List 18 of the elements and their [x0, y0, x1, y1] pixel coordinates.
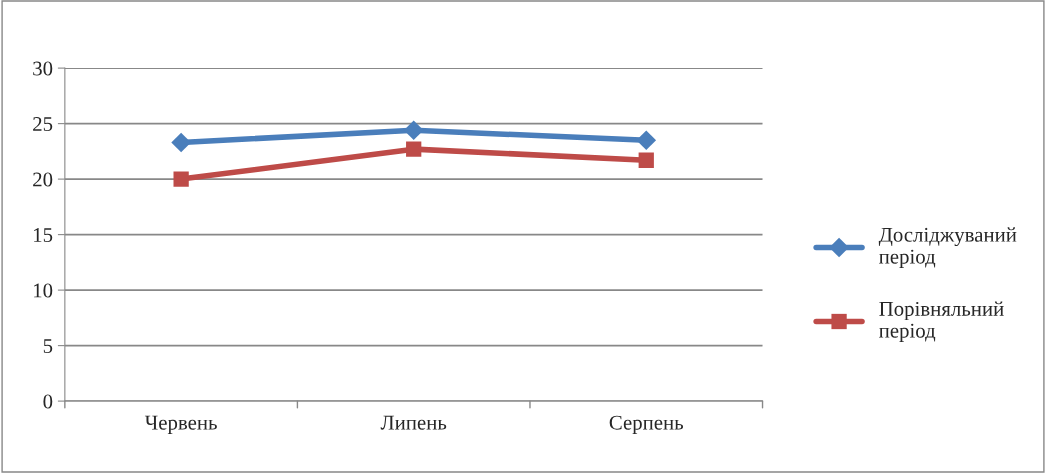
legend-label: Порівняльний період — [879, 301, 1004, 342]
point — [406, 141, 422, 157]
x-tick-label: Серпень — [609, 415, 684, 434]
x-tick-label: Липень — [380, 415, 447, 430]
y-tick-label: 25 — [33, 117, 53, 132]
legend-label: Досліджуваний період — [878, 227, 1017, 268]
y-tick-label: 20 — [33, 172, 53, 187]
y-tick-label: 0 — [43, 394, 53, 409]
y-tick-label: 5 — [43, 339, 53, 354]
x-tick-label: Червень — [144, 415, 217, 434]
point — [173, 171, 189, 187]
y-tick-label: 15 — [34, 228, 53, 243]
y-tick-label: 10 — [34, 283, 53, 298]
y-tick-label: 30 — [33, 61, 53, 76]
point — [171, 132, 191, 153]
point — [636, 130, 657, 151]
point — [638, 152, 654, 168]
point — [403, 120, 424, 141]
